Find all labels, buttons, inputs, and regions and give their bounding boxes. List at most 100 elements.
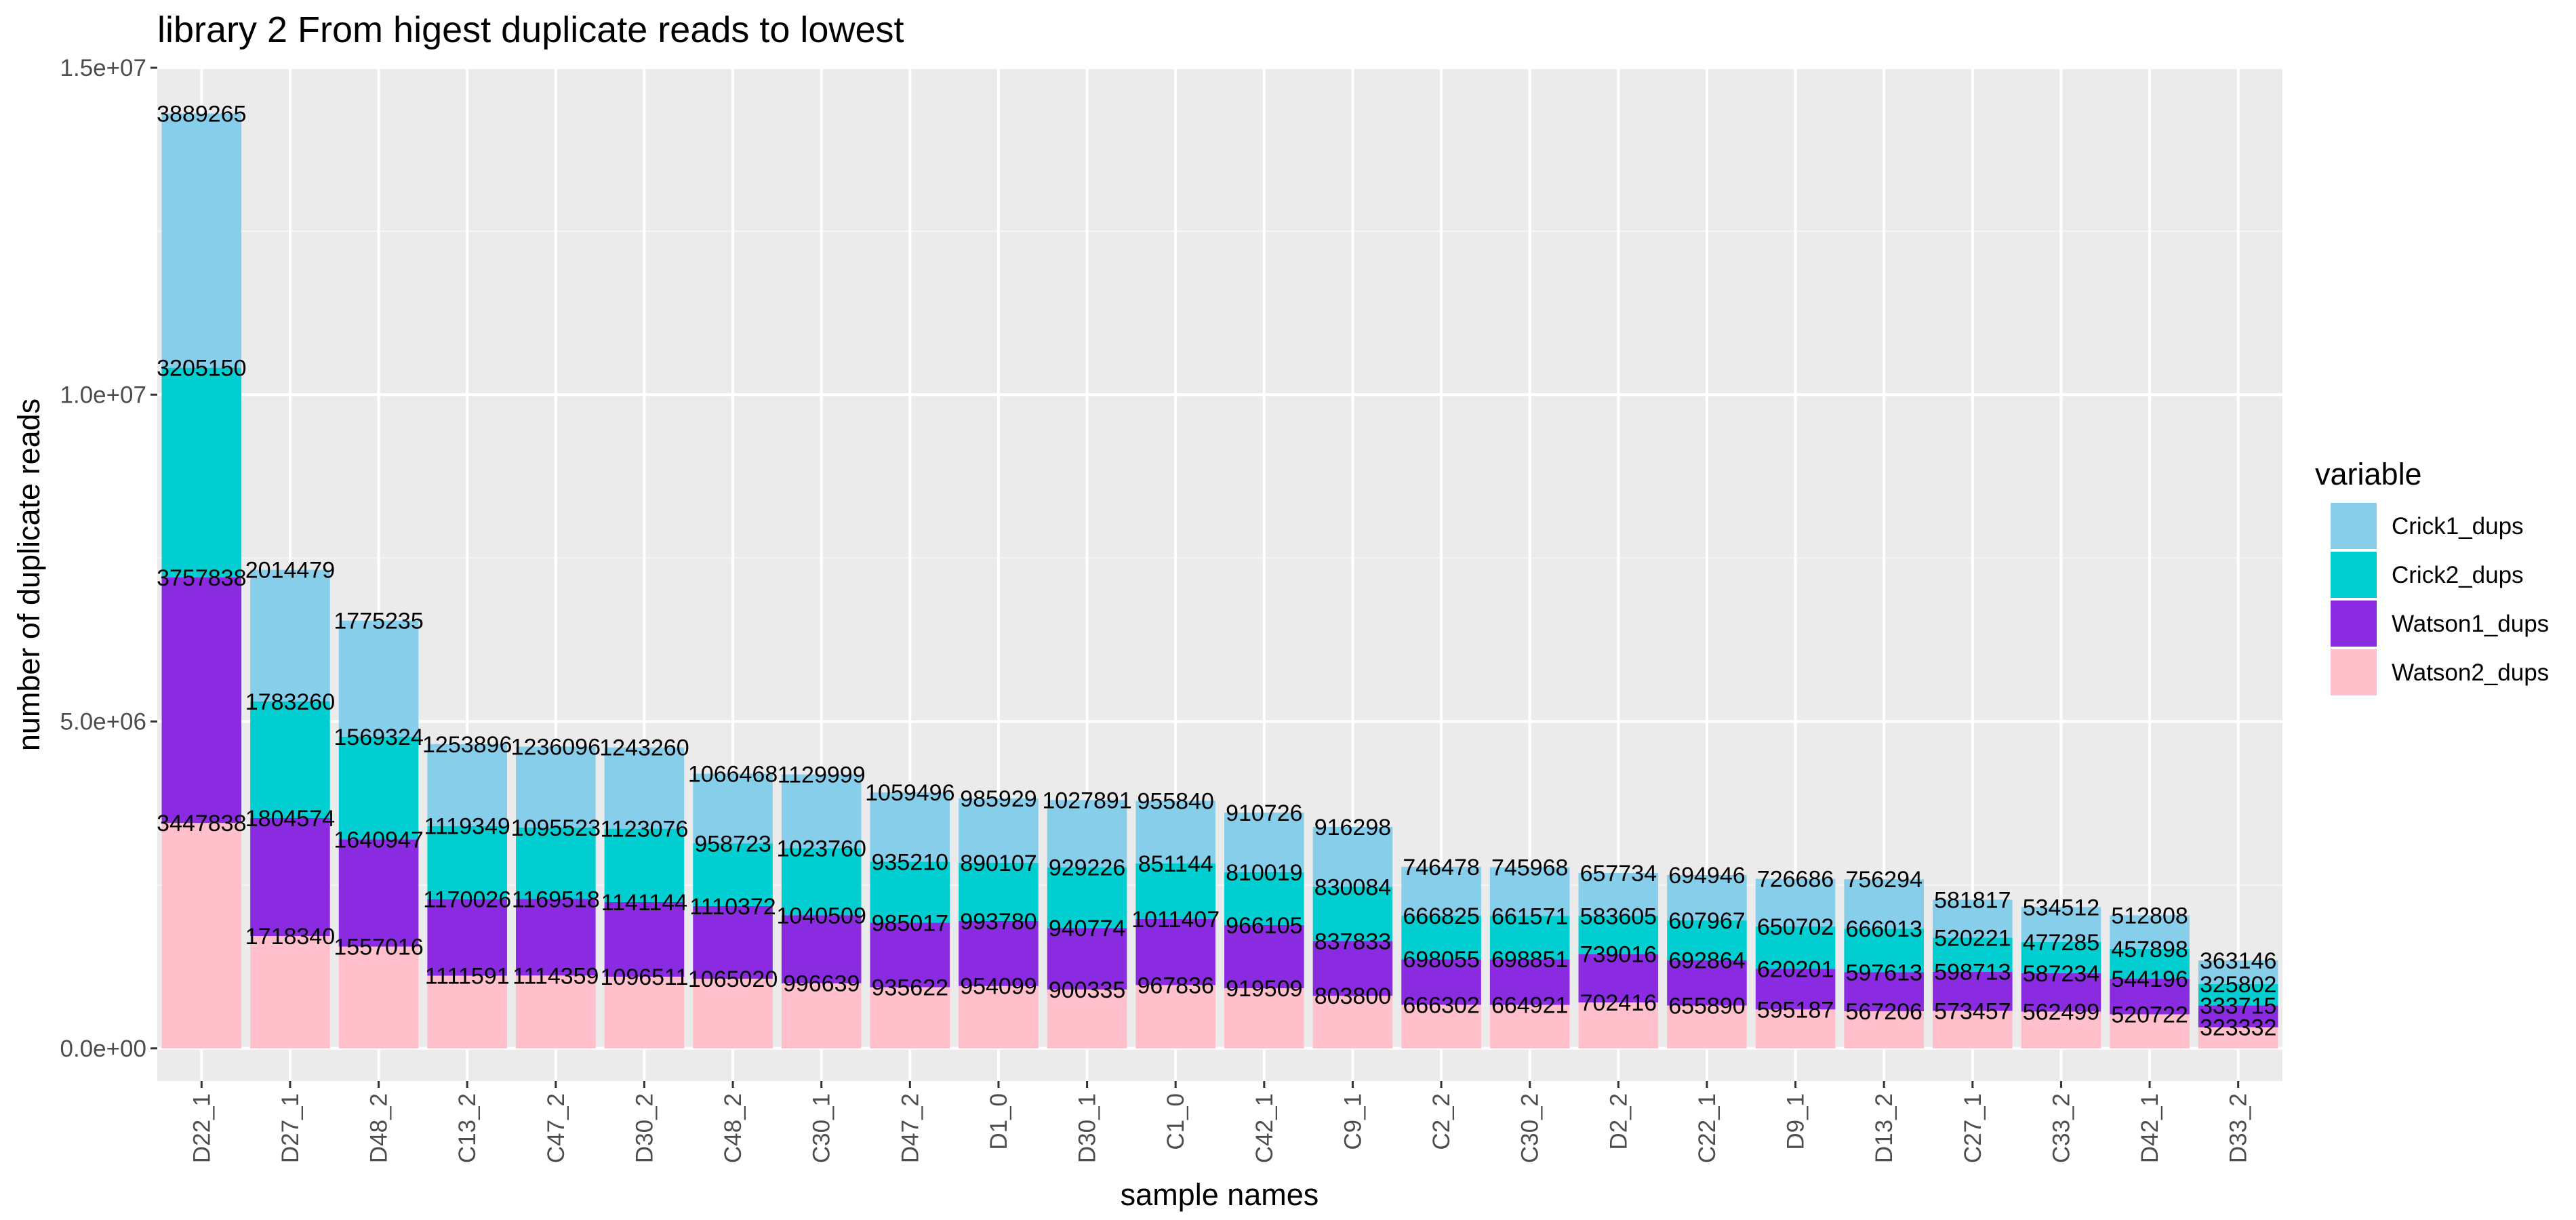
bar-segment-Watson2_dups-D2_2	[1578, 1002, 1659, 1049]
y-tick-label: 1.5e+07	[60, 55, 147, 81]
bar-label-Crick1_dups-C13_2: 1253896	[422, 732, 512, 758]
bar-label-Crick1_dups-C47_2: 1236096	[511, 735, 601, 760]
bar-label-Crick2_dups-C1_0: 851144	[1138, 851, 1213, 877]
bar-label-Watson2_dups-C9_1: 803800	[1314, 983, 1391, 1009]
bar-value-labels: 3447838 3757838 3205150 3889265 1718340 18045…	[157, 102, 2276, 1041]
bar-label-Crick2_dups-C30_1: 1023760	[777, 836, 866, 862]
x-tick-label: C30_1	[809, 1093, 835, 1163]
bar-label-Crick2_dups-D22_1: 3205150	[157, 356, 246, 382]
bar-label-Crick1_dups-C42_1: 910726	[1226, 800, 1302, 826]
bar-label-Watson1_dups-D30_2: 1141144	[601, 890, 687, 916]
bar-segment-Crick1_dups-C47_2	[516, 746, 596, 828]
bar-label-Watson2_dups-C48_2: 1065020	[688, 967, 778, 992]
bar-label-Crick1_dups-D42_1: 512808	[2111, 903, 2188, 929]
bar-label-Watson1_dups-C33_2: 587234	[2023, 961, 2099, 987]
bar-segment-Watson2_dups-C13_2	[427, 975, 507, 1049]
bar-segment-Crick1_dups-C42_1	[1224, 812, 1304, 872]
bar-label-Watson1_dups-D2_2: 739016	[1580, 942, 1657, 968]
bar-label-Crick2_dups-C13_2: 1119349	[424, 814, 510, 840]
bar-segment-Watson2_dups-C30_2	[1489, 1004, 1570, 1049]
bar-segment-Crick1_dups-D22_1	[161, 113, 242, 368]
bar-segment-Crick1_dups-D9_1	[1755, 878, 1836, 927]
bar-label-Crick1_dups-D33_2: 363146	[2200, 948, 2276, 974]
bar-segment-Crick2_dups-D2_2	[1578, 916, 1659, 954]
bar-segment-Watson2_dups-D13_2	[1844, 1011, 1924, 1049]
legend-key-Crick2_dups	[2331, 552, 2377, 598]
bar-label-Watson1_dups-D42_1: 544196	[2111, 967, 2188, 992]
bar-segment-Crick1_dups-D47_2	[870, 792, 950, 862]
bar-segment-Watson2_dups-D22_1	[161, 823, 242, 1049]
x-tick-label: D22_1	[188, 1093, 215, 1163]
y-tick-label: 0.0e+00	[60, 1036, 147, 1062]
bar-segment-Watson1_dups-D48_2	[338, 839, 419, 947]
bar-label-Crick1_dups-D9_1: 726686	[1757, 867, 1834, 893]
bar-label-Crick1_dups-C27_1: 581817	[1934, 887, 2011, 913]
y-axis: 0.0e+00 5.0e+06 1.0e+07 1.5e+07	[60, 55, 157, 1062]
bars	[161, 113, 2278, 1049]
bar-label-Watson2_dups-D42_1: 520722	[2111, 1002, 2188, 1028]
bar-label-Watson1_dups-C30_2: 698851	[1491, 947, 1568, 973]
bar-label-Watson1_dups-C2_2: 698055	[1403, 947, 1479, 973]
bar-segment-Watson1_dups-C22_1	[1667, 960, 1747, 1006]
bar-label-Crick1_dups-D47_2: 1059496	[865, 780, 954, 806]
bar-label-Watson2_dups-D27_1: 1718340	[245, 924, 335, 950]
bar-segment-Crick1_dups-D1_0	[959, 798, 1039, 863]
bar-label-Crick2_dups-C30_2: 661571	[1491, 903, 1568, 929]
bar-segment-Watson1_dups-D42_1	[2110, 979, 2190, 1015]
legend-label-Watson1_dups: Watson1_dups	[2392, 611, 2549, 637]
bar-label-Crick2_dups-D13_2: 666013	[1845, 916, 1922, 942]
bar-segment-Crick2_dups-D47_2	[870, 861, 950, 923]
bar-label-Watson1_dups-C42_1: 966105	[1226, 913, 1302, 939]
bar-segment-Crick2_dups-C30_2	[1489, 916, 1570, 960]
bar-label-Watson1_dups-C30_1: 1040509	[777, 903, 866, 929]
bar-label-Crick2_dups-D27_1: 1783260	[245, 689, 335, 715]
bar-segment-Watson1_dups-C13_2	[427, 899, 507, 976]
bar-segment-Watson2_dups-C27_1	[1933, 1011, 2013, 1049]
bar-label-Watson1_dups-D22_1: 3757838	[157, 565, 246, 591]
bar-label-Watson2_dups-D22_1: 3447838	[157, 811, 246, 836]
bar-label-Watson1_dups-D9_1: 620201	[1757, 957, 1834, 983]
bar-label-Watson2_dups-D13_2: 567206	[1845, 999, 1922, 1025]
y-axis-title: number of duplicate reads	[12, 399, 46, 751]
bar-segment-Crick1_dups-C1_0	[1135, 800, 1215, 863]
bar-segment-Watson1_dups-D47_2	[870, 922, 950, 988]
bar-segment-Watson2_dups-C1_0	[1135, 985, 1215, 1049]
bar-segment-Crick2_dups-C2_2	[1401, 915, 1481, 960]
bar-segment-Crick1_dups-C30_1	[781, 774, 862, 849]
legend-key-Watson1_dups	[2331, 601, 2377, 647]
bar-label-Crick1_dups-C30_1: 1129999	[778, 762, 866, 788]
bar-segment-Watson1_dups-D27_1	[250, 817, 330, 937]
bar-label-Crick1_dups-C1_0: 955840	[1137, 789, 1213, 815]
bar-segment-Crick1_dups-D30_1	[1047, 800, 1127, 868]
bar-segment-Watson1_dups-C33_2	[2021, 973, 2101, 1012]
bar-label-Watson2_dups-C2_2: 666302	[1403, 993, 1479, 1019]
bar-segment-Crick1_dups-C30_2	[1489, 867, 1570, 916]
x-tick-label: C2_2	[1428, 1093, 1455, 1150]
x-tick-label: C33_2	[2048, 1093, 2074, 1163]
bar-label-Watson1_dups-C9_1: 837833	[1314, 929, 1391, 954]
bar-segment-Watson1_dups-D30_2	[604, 901, 685, 977]
bar-segment-Crick2_dups-D27_1	[250, 701, 330, 818]
bar-label-Crick2_dups-D2_2: 583605	[1580, 903, 1657, 929]
bar-label-Crick2_dups-D1_0: 890107	[960, 851, 1037, 876]
bar-segment-Crick2_dups-C22_1	[1667, 920, 1747, 960]
bar-segment-Watson2_dups-C30_1	[781, 983, 862, 1049]
bar-label-Watson2_dups-D9_1: 595187	[1757, 997, 1834, 1023]
bar-segment-Crick2_dups-D30_2	[604, 828, 685, 902]
bar-segment-Watson2_dups-C33_2	[2021, 1011, 2101, 1049]
legend-key-Watson2_dups	[2331, 649, 2377, 695]
bar-segment-Watson2_dups-D9_1	[1755, 1009, 1836, 1049]
bar-segment-Watson2_dups-D30_1	[1047, 989, 1127, 1049]
bar-label-Crick2_dups-C9_1: 830084	[1314, 874, 1391, 900]
x-tick-label: D33_2	[2226, 1093, 2252, 1163]
bar-segment-Crick2_dups-C33_2	[2021, 941, 2101, 973]
bar-segment-Watson2_dups-D47_2	[870, 987, 950, 1049]
bar-label-Watson1_dups-D47_2: 985017	[872, 911, 948, 937]
bar-segment-Watson1_dups-C2_2	[1401, 959, 1481, 1005]
bar-segment-Crick1_dups-D27_1	[250, 569, 330, 702]
bar-segment-Crick2_dups-C30_1	[781, 848, 862, 916]
bar-label-Crick2_dups-D47_2: 935210	[872, 849, 948, 875]
legend-label-Crick1_dups: Crick1_dups	[2392, 513, 2524, 540]
bar-label-Crick1_dups-C9_1: 916298	[1314, 815, 1391, 840]
